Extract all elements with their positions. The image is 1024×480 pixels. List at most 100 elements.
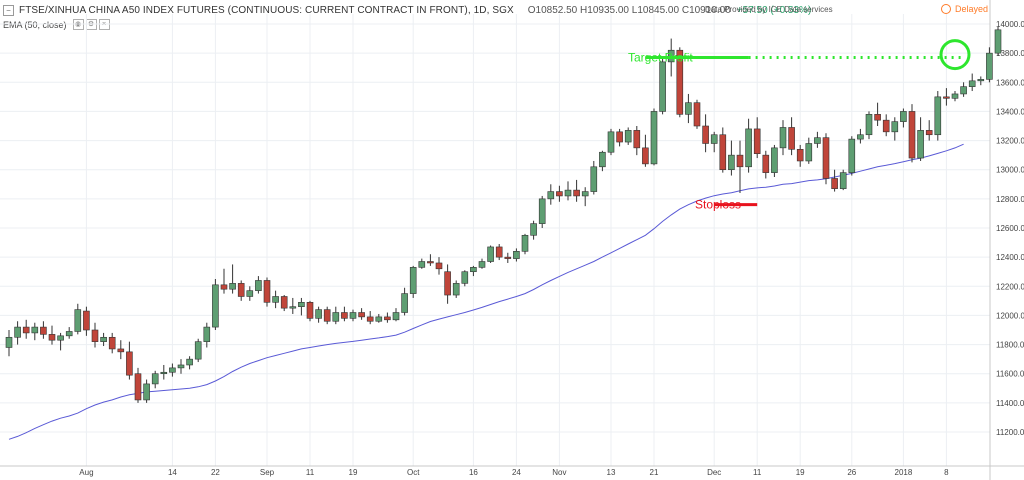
candle-body: [736, 154, 744, 168]
candle-body: [401, 293, 408, 313]
y-tick-label: 11600.00: [996, 370, 1024, 379]
y-tick-label: 11400.00: [996, 399, 1024, 408]
ema-line: [8, 143, 964, 440]
close-value: 10910.00: [689, 4, 731, 16]
candle-body: [160, 371, 168, 375]
y-tick-label: 13400.00: [996, 107, 1024, 116]
delayed-label: Delayed: [954, 4, 988, 14]
x-tick-label: 21: [650, 468, 659, 477]
candle-body: [83, 310, 90, 331]
x-tick-label: 19: [349, 468, 358, 477]
candle-body: [418, 261, 426, 268]
y-tick-label: 11200.00: [996, 428, 1024, 437]
candle-body: [693, 102, 701, 127]
target-hit-circle: [939, 39, 971, 71]
candle-body: [392, 312, 400, 321]
candle-body: [461, 271, 469, 284]
x-tick-label: Dec: [707, 468, 721, 477]
candle-body: [341, 312, 348, 319]
candle-body: [40, 326, 47, 335]
candle-body: [788, 127, 795, 150]
candle-body: [229, 283, 236, 290]
candle-body: [685, 102, 692, 115]
chart-header: − FTSE/XINHUA CHINA A50 INDEX FUTURES (C…: [3, 3, 811, 17]
x-tick-label: Oct: [407, 468, 420, 477]
x-tick-label: Sep: [260, 468, 275, 477]
x-tick-label: Nov: [552, 468, 566, 477]
candle-body: [280, 296, 288, 309]
candle-body: [323, 309, 331, 322]
candle-body: [951, 93, 959, 99]
x-tick-label: Aug: [79, 468, 93, 477]
candle-body: [255, 280, 262, 291]
candle-body: [409, 267, 417, 294]
candle-body: [728, 154, 735, 171]
candle-body: [530, 223, 537, 236]
candle-body: [143, 383, 150, 401]
candle-body: [487, 246, 494, 262]
candle-body: [315, 309, 322, 319]
candle-body: [917, 130, 924, 159]
candle-body: [289, 306, 297, 309]
candle-body: [48, 334, 56, 341]
candle-body: [702, 125, 709, 144]
candle-body: [943, 96, 950, 99]
candle-body: [676, 49, 684, 115]
candle-body: [366, 316, 374, 322]
x-tick-label: 11: [306, 468, 315, 477]
candle-body: [633, 130, 641, 149]
candle-body: [745, 128, 752, 168]
candle-body: [822, 137, 830, 179]
candle-body: [642, 147, 649, 165]
candle-body: [659, 61, 666, 112]
candle-body: [814, 137, 821, 144]
x-tick-label: 22: [211, 468, 220, 477]
close-label: C: [681, 4, 690, 16]
candle-body: [349, 312, 357, 319]
clock-icon: [940, 4, 951, 14]
candle-body: [272, 296, 279, 303]
candle-body: [874, 114, 881, 121]
x-tick-label: 26: [847, 468, 856, 477]
candle-body: [117, 348, 125, 353]
candle-body: [779, 127, 787, 149]
candle-body: [298, 302, 305, 307]
high-label: H: [580, 4, 588, 16]
collapse-icon[interactable]: −: [3, 4, 14, 16]
candle-body: [977, 79, 985, 82]
candle-body: [100, 336, 107, 342]
candle-body: [900, 111, 907, 122]
candle-body: [134, 373, 142, 401]
candle-body: [212, 284, 219, 328]
candle-body: [650, 111, 658, 165]
candle-body: [624, 130, 632, 143]
candle-body: [14, 326, 21, 338]
y-tick-label: 11800.00: [996, 341, 1024, 350]
candle-body: [986, 52, 993, 80]
delayed-badge: Delayed: [940, 4, 988, 14]
candle-body: [177, 364, 185, 369]
candle-body: [710, 134, 718, 144]
candle-body: [934, 96, 942, 136]
candle-body: [925, 130, 933, 136]
x-tick-label: 2018: [895, 468, 913, 477]
candle-body: [263, 280, 271, 303]
candle-body: [504, 256, 512, 259]
candle-body: [590, 166, 598, 192]
candle-body: [57, 335, 64, 341]
candle-body: [478, 261, 486, 268]
y-tick-label: 13200.00: [996, 137, 1024, 146]
ohlc-readout: O10852.50 H10935.00 L10845.00 C10910.00: [528, 5, 731, 16]
candle-body: [108, 336, 116, 350]
y-tick-label: 13800.00: [996, 49, 1024, 58]
x-tick-label: 19: [796, 468, 805, 477]
candle-body: [470, 267, 477, 273]
open-label: O: [527, 4, 536, 16]
candle-body: [968, 80, 976, 87]
candle-body: [384, 316, 391, 321]
y-tick-label: 14000.00: [996, 20, 1024, 29]
candle-body: [332, 312, 340, 322]
candle-body: [719, 134, 727, 171]
candle-body: [220, 284, 228, 290]
